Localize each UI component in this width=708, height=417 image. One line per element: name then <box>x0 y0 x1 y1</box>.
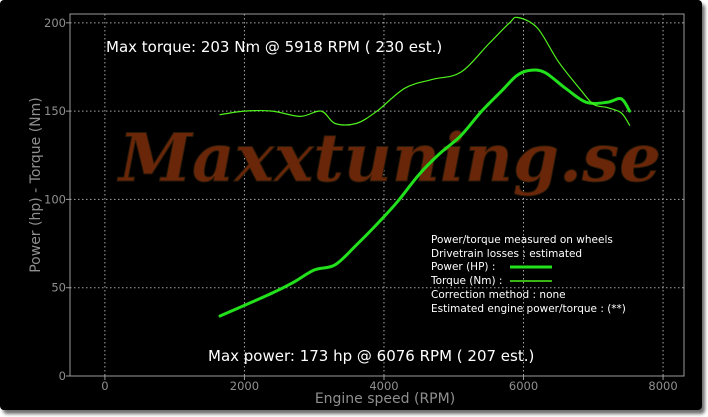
legend: Power/torque measured on wheels Drivetra… <box>430 234 626 315</box>
x-tick-label: 8000 <box>648 379 677 393</box>
grid <box>69 13 685 377</box>
max-torque-summary: Max torque: 203 Nm @ 5918 RPM ( 230 est.… <box>106 38 442 56</box>
series-line-power <box>218 68 632 318</box>
legend-line-power: Power (HP) : <box>431 261 495 273</box>
x-axis-label: Engine speed (RPM) <box>315 391 455 407</box>
x-tick-label: 0 <box>101 379 108 393</box>
y-tick-label: 0 <box>59 369 66 383</box>
y-axis-label: Power (hp) - Torque (Nm) <box>28 97 44 273</box>
legend-line-measured: Power/torque measured on wheels <box>431 234 613 246</box>
axis-ticks: 0 2000 4000 6000 8000 0 50 100 150 200 <box>44 16 678 393</box>
chart-frame: Maxxtuning.se 0 2000 4000 6000 8000 0 50 100 150… <box>0 0 702 410</box>
legend-line-torque: Torque (Nm) : <box>430 275 502 287</box>
series-line-torque <box>219 16 631 126</box>
y-tick-label: 50 <box>51 281 66 295</box>
x-tick-label: 2000 <box>230 379 259 393</box>
watermark-logo: Maxxtuning.se <box>117 119 661 197</box>
legend-line-drivetrain: Drivetrain losses : estimated <box>431 248 582 260</box>
plot-border <box>69 13 685 377</box>
x-tick-label: 6000 <box>509 379 538 393</box>
chart-svg: Maxxtuning.se 0 2000 4000 6000 8000 0 50 100 150… <box>28 13 685 407</box>
max-power-summary: Max power: 173 hp @ 6076 RPM ( 207 est.) <box>208 347 534 365</box>
series-lines <box>218 16 632 318</box>
legend-line-correction: Correction method : none <box>431 289 566 301</box>
y-tick-label: 100 <box>44 192 66 206</box>
legend-line-estimated: Estimated engine power/torque : (**) <box>431 303 626 315</box>
y-tick-label: 150 <box>44 104 66 118</box>
y-tick-label: 200 <box>44 16 66 30</box>
x-tick-label: 4000 <box>369 379 398 393</box>
